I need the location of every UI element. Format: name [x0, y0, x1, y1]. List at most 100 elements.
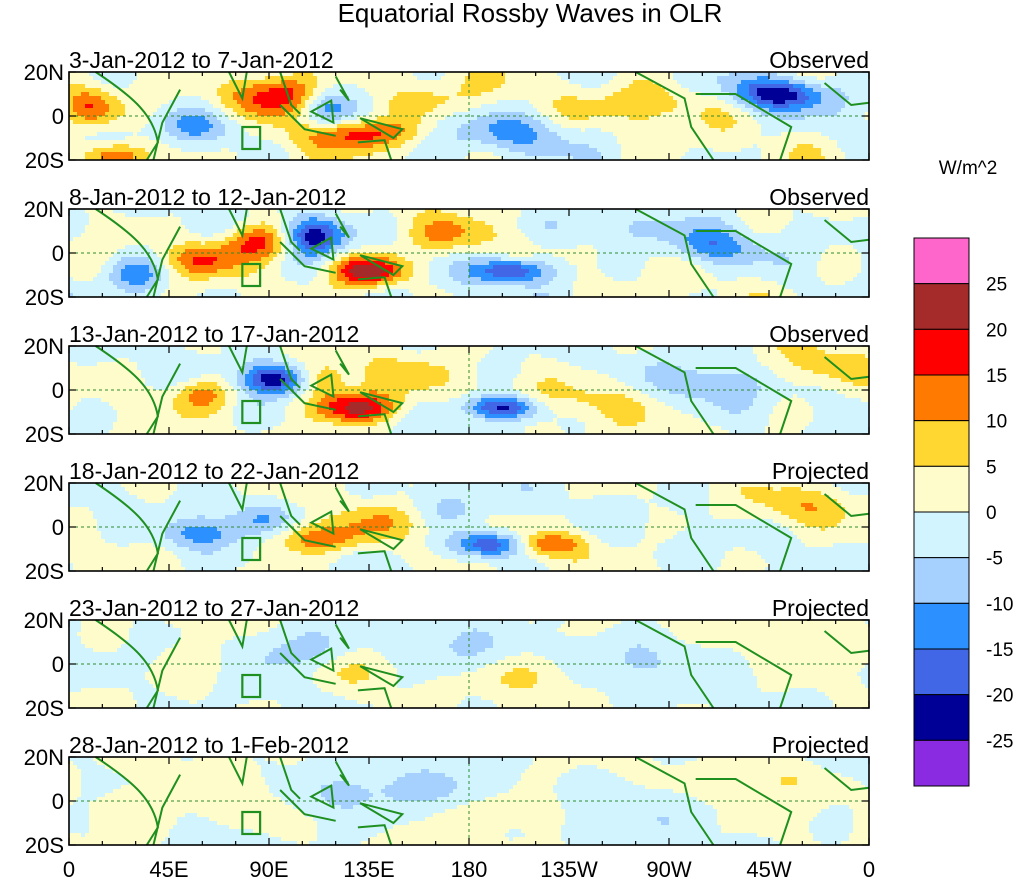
olr-cell	[673, 120, 677, 124]
olr-cell	[765, 80, 769, 84]
olr-cell	[281, 124, 285, 128]
olr-cell	[397, 156, 401, 160]
olr-cell	[401, 76, 405, 80]
olr-cell	[421, 128, 425, 132]
olr-cell	[709, 100, 713, 104]
olr-cell	[141, 249, 145, 253]
olr-cell	[585, 156, 589, 160]
olr-cell	[169, 76, 173, 80]
olr-cell	[573, 152, 577, 156]
olr-cell	[217, 88, 221, 92]
olr-cell	[685, 116, 689, 120]
olr-cell	[137, 253, 141, 257]
olr-cell	[137, 132, 141, 136]
olr-cell	[677, 96, 681, 100]
olr-cell	[141, 293, 145, 297]
olr-cell	[793, 88, 797, 92]
olr-cell	[133, 245, 137, 249]
olr-cell	[409, 96, 413, 100]
olr-cell	[101, 144, 105, 148]
olr-cell	[461, 100, 465, 104]
olr-cell	[113, 96, 117, 100]
olr-cell	[81, 237, 85, 241]
olr-cell	[825, 140, 829, 144]
olr-cell	[417, 84, 421, 88]
olr-cell	[97, 92, 101, 96]
olr-cell	[289, 88, 293, 92]
olr-cell	[305, 156, 309, 160]
olr-cell	[305, 152, 309, 156]
olr-cell	[125, 209, 129, 213]
olr-cell	[565, 104, 569, 108]
olr-cell	[153, 108, 157, 112]
olr-cell	[93, 233, 97, 237]
olr-cell	[477, 112, 481, 116]
olr-cell	[77, 253, 81, 257]
olr-cell	[541, 128, 545, 132]
olr-cell	[689, 88, 693, 92]
olr-cell	[357, 136, 361, 140]
olr-cell	[281, 144, 285, 148]
olr-cell	[225, 92, 229, 96]
olr-cell	[421, 80, 425, 84]
olr-cell	[709, 148, 713, 152]
olr-cell	[617, 92, 621, 96]
olr-cell	[861, 132, 865, 136]
olr-cell	[97, 128, 101, 132]
olr-cell	[537, 156, 541, 160]
olr-cell	[77, 112, 81, 116]
olr-cell	[73, 144, 77, 148]
olr-cell	[233, 100, 237, 104]
olr-cell	[693, 104, 697, 108]
olr-cell	[229, 100, 233, 104]
olr-cell	[789, 104, 793, 108]
olr-cell	[861, 116, 865, 120]
olr-cell	[201, 136, 205, 140]
olr-cell	[557, 72, 561, 76]
olr-cell	[293, 120, 297, 124]
olr-cell	[417, 72, 421, 76]
olr-cell	[725, 96, 729, 100]
olr-cell	[821, 152, 825, 156]
olr-cell	[441, 108, 445, 112]
olr-cell	[413, 72, 417, 76]
olr-cell	[281, 156, 285, 160]
olr-cell	[865, 124, 869, 128]
olr-cell	[805, 96, 809, 100]
olr-cell	[189, 96, 193, 100]
olr-cell	[133, 92, 137, 96]
olr-cell	[205, 124, 209, 128]
olr-cell	[201, 96, 205, 100]
olr-cell	[569, 132, 573, 136]
olr-cell	[701, 140, 705, 144]
olr-cell	[317, 152, 321, 156]
olr-cell	[293, 72, 297, 76]
olr-cell	[109, 233, 113, 237]
olr-cell	[393, 112, 397, 116]
olr-cell	[157, 92, 161, 96]
olr-cell	[637, 140, 641, 144]
olr-cell	[373, 108, 377, 112]
olr-cell	[257, 76, 261, 80]
olr-cell	[477, 124, 481, 128]
olr-cell	[421, 76, 425, 80]
olr-cell	[85, 237, 89, 241]
olr-cell	[397, 120, 401, 124]
olr-cell	[541, 100, 545, 104]
olr-cell	[777, 96, 781, 100]
olr-cell	[649, 100, 653, 104]
olr-cell	[333, 108, 337, 112]
olr-cell	[301, 128, 305, 132]
olr-cell	[193, 108, 197, 112]
olr-cell	[113, 285, 117, 289]
olr-cell	[821, 136, 825, 140]
olr-cell	[469, 132, 473, 136]
olr-cell	[393, 144, 397, 148]
olr-cell	[129, 225, 133, 229]
olr-cell	[253, 92, 257, 96]
olr-cell	[149, 265, 153, 269]
olr-cell	[129, 213, 133, 217]
olr-cell	[761, 88, 765, 92]
olr-cell	[353, 124, 357, 128]
olr-cell	[837, 140, 841, 144]
